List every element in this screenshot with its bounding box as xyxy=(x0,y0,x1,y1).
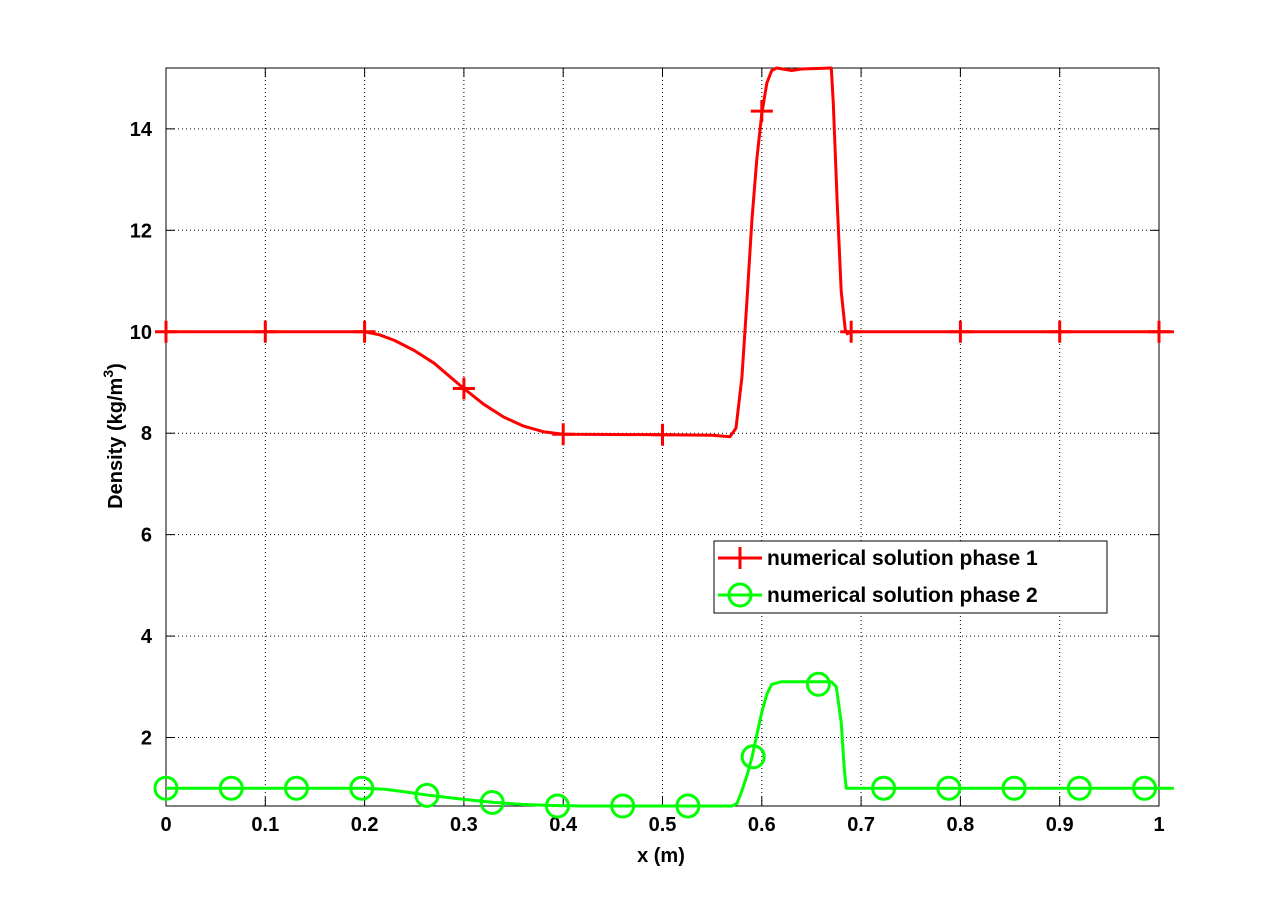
data-point-marker xyxy=(949,320,972,343)
data-point-marker xyxy=(1066,775,1092,801)
legend-box xyxy=(713,540,1108,614)
data-point-marker xyxy=(740,744,766,770)
data-point-marker xyxy=(840,320,863,343)
data-point-marker xyxy=(805,671,831,697)
data-point-marker xyxy=(155,320,177,343)
x-tick-label: 0.9 xyxy=(1046,814,1074,836)
x-tick-label: 0 xyxy=(160,814,171,836)
series-phase-2 xyxy=(153,671,1174,819)
series-line-phase-2 xyxy=(166,680,1174,808)
data-point-marker xyxy=(1048,320,1071,343)
legend-label-phase-2: numerical solution phase 2 xyxy=(767,584,1038,607)
y-tick-label: 10 xyxy=(130,322,152,344)
x-tick-label: 0.5 xyxy=(649,814,677,836)
data-point-marker xyxy=(1001,775,1027,801)
y-axis-label-close: ) xyxy=(105,363,127,370)
y-tick-labels: 2 4 6 8 10 12 14 xyxy=(130,119,153,750)
data-point-marker xyxy=(153,775,179,801)
series-layer xyxy=(153,66,1174,819)
legend: numerical solution phase 1 numerical sol… xyxy=(713,540,1108,614)
y-tick-label: 14 xyxy=(130,119,153,141)
data-point-marker xyxy=(414,782,440,808)
data-point-marker xyxy=(479,789,505,815)
data-point-marker xyxy=(552,423,575,446)
legend-label-phase-1: numerical solution phase 1 xyxy=(767,547,1038,570)
legend-marker-phase-1 xyxy=(729,547,751,569)
y-tick-label: 12 xyxy=(130,220,152,242)
y-axis-label-superscript: 3 xyxy=(100,370,116,378)
data-point-marker xyxy=(353,320,376,343)
data-point-marker xyxy=(349,775,375,801)
data-point-marker xyxy=(452,377,475,400)
x-tick-labels: 0 0.1 0.2 0.3 0.4 0.5 0.6 0.7 0.8 0.9 1 xyxy=(160,814,1164,836)
y-tick-label: 8 xyxy=(141,423,152,445)
x-tick-label: 0.4 xyxy=(549,814,578,836)
x-tick-label: 0.8 xyxy=(946,814,974,836)
y-tick-label: 6 xyxy=(141,525,152,547)
legend-marker-phase-2 xyxy=(727,582,753,608)
y-axis-label: Density (kg/m3) xyxy=(100,363,127,509)
y-tick-label: 2 xyxy=(141,728,152,750)
x-tick-label: 0.1 xyxy=(251,814,279,836)
data-point-marker xyxy=(218,775,244,801)
data-point-marker xyxy=(1132,775,1158,801)
data-point-marker xyxy=(254,320,277,343)
data-point-marker xyxy=(936,775,962,801)
series-phase-1 xyxy=(155,66,1174,446)
x-tick-label: 1 xyxy=(1153,814,1164,836)
x-tick-label: 0.2 xyxy=(351,814,379,836)
data-point-marker xyxy=(1148,320,1170,343)
data-point-marker xyxy=(610,793,636,819)
data-point-marker xyxy=(651,423,674,446)
data-point-marker xyxy=(675,793,701,819)
data-point-marker xyxy=(544,793,570,819)
x-tick-label: 0.7 xyxy=(847,814,875,836)
x-axis-label: x (m) xyxy=(637,845,685,867)
y-axis-label-main: Density (kg/m xyxy=(105,378,127,509)
data-point-marker xyxy=(283,775,309,801)
y-tick-label: 4 xyxy=(141,626,153,648)
x-tick-label: 0.3 xyxy=(450,814,478,836)
series-line-phase-1 xyxy=(166,66,1174,439)
data-point-marker xyxy=(871,775,897,801)
x-tick-label: 0.6 xyxy=(748,814,776,836)
data-point-marker xyxy=(750,100,773,123)
